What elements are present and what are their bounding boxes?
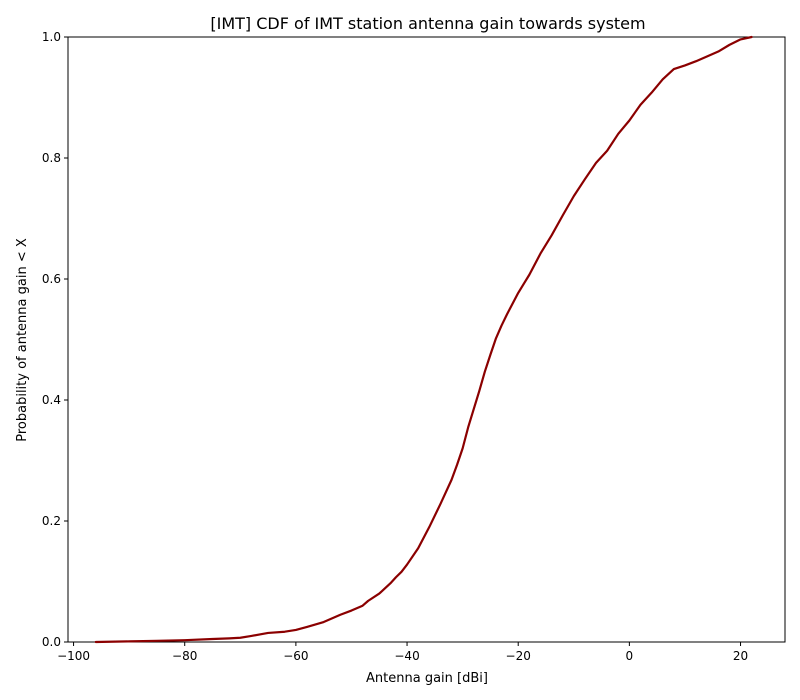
x-tick-label: −100 (57, 649, 90, 663)
plot-frame (67, 36, 786, 643)
y-tick-label: 0.2 (42, 514, 61, 528)
x-axis-title: Antenna gain [dBi] (366, 671, 488, 686)
x-tick-label: −40 (394, 649, 419, 663)
x-tick-label: −20 (506, 649, 531, 663)
y-tick-label: 0.4 (42, 393, 61, 407)
x-tick-label: 0 (626, 649, 634, 663)
chart-title: [IMT] CDF of IMT station antenna gain to… (210, 14, 645, 33)
y-axis-title: Probability of antenna gain < X (15, 238, 30, 442)
series-layer (94, 35, 753, 644)
plot-area (67, 35, 786, 644)
y-tick-label: 0.0 (42, 635, 61, 649)
cdf-series-line (94, 35, 753, 644)
x-axis: −100 −80 −60 −40 −20 0 20 (57, 642, 748, 663)
y-tick-label: 1.0 (42, 30, 61, 44)
y-axis: 0.0 0.2 0.4 0.6 0.8 1.0 (42, 30, 68, 649)
x-tick-label: 20 (733, 649, 748, 663)
x-tick-label: −80 (172, 649, 197, 663)
y-tick-label: 0.8 (42, 151, 61, 165)
x-tick-label: −60 (283, 649, 308, 663)
y-tick-label: 0.6 (42, 272, 61, 286)
